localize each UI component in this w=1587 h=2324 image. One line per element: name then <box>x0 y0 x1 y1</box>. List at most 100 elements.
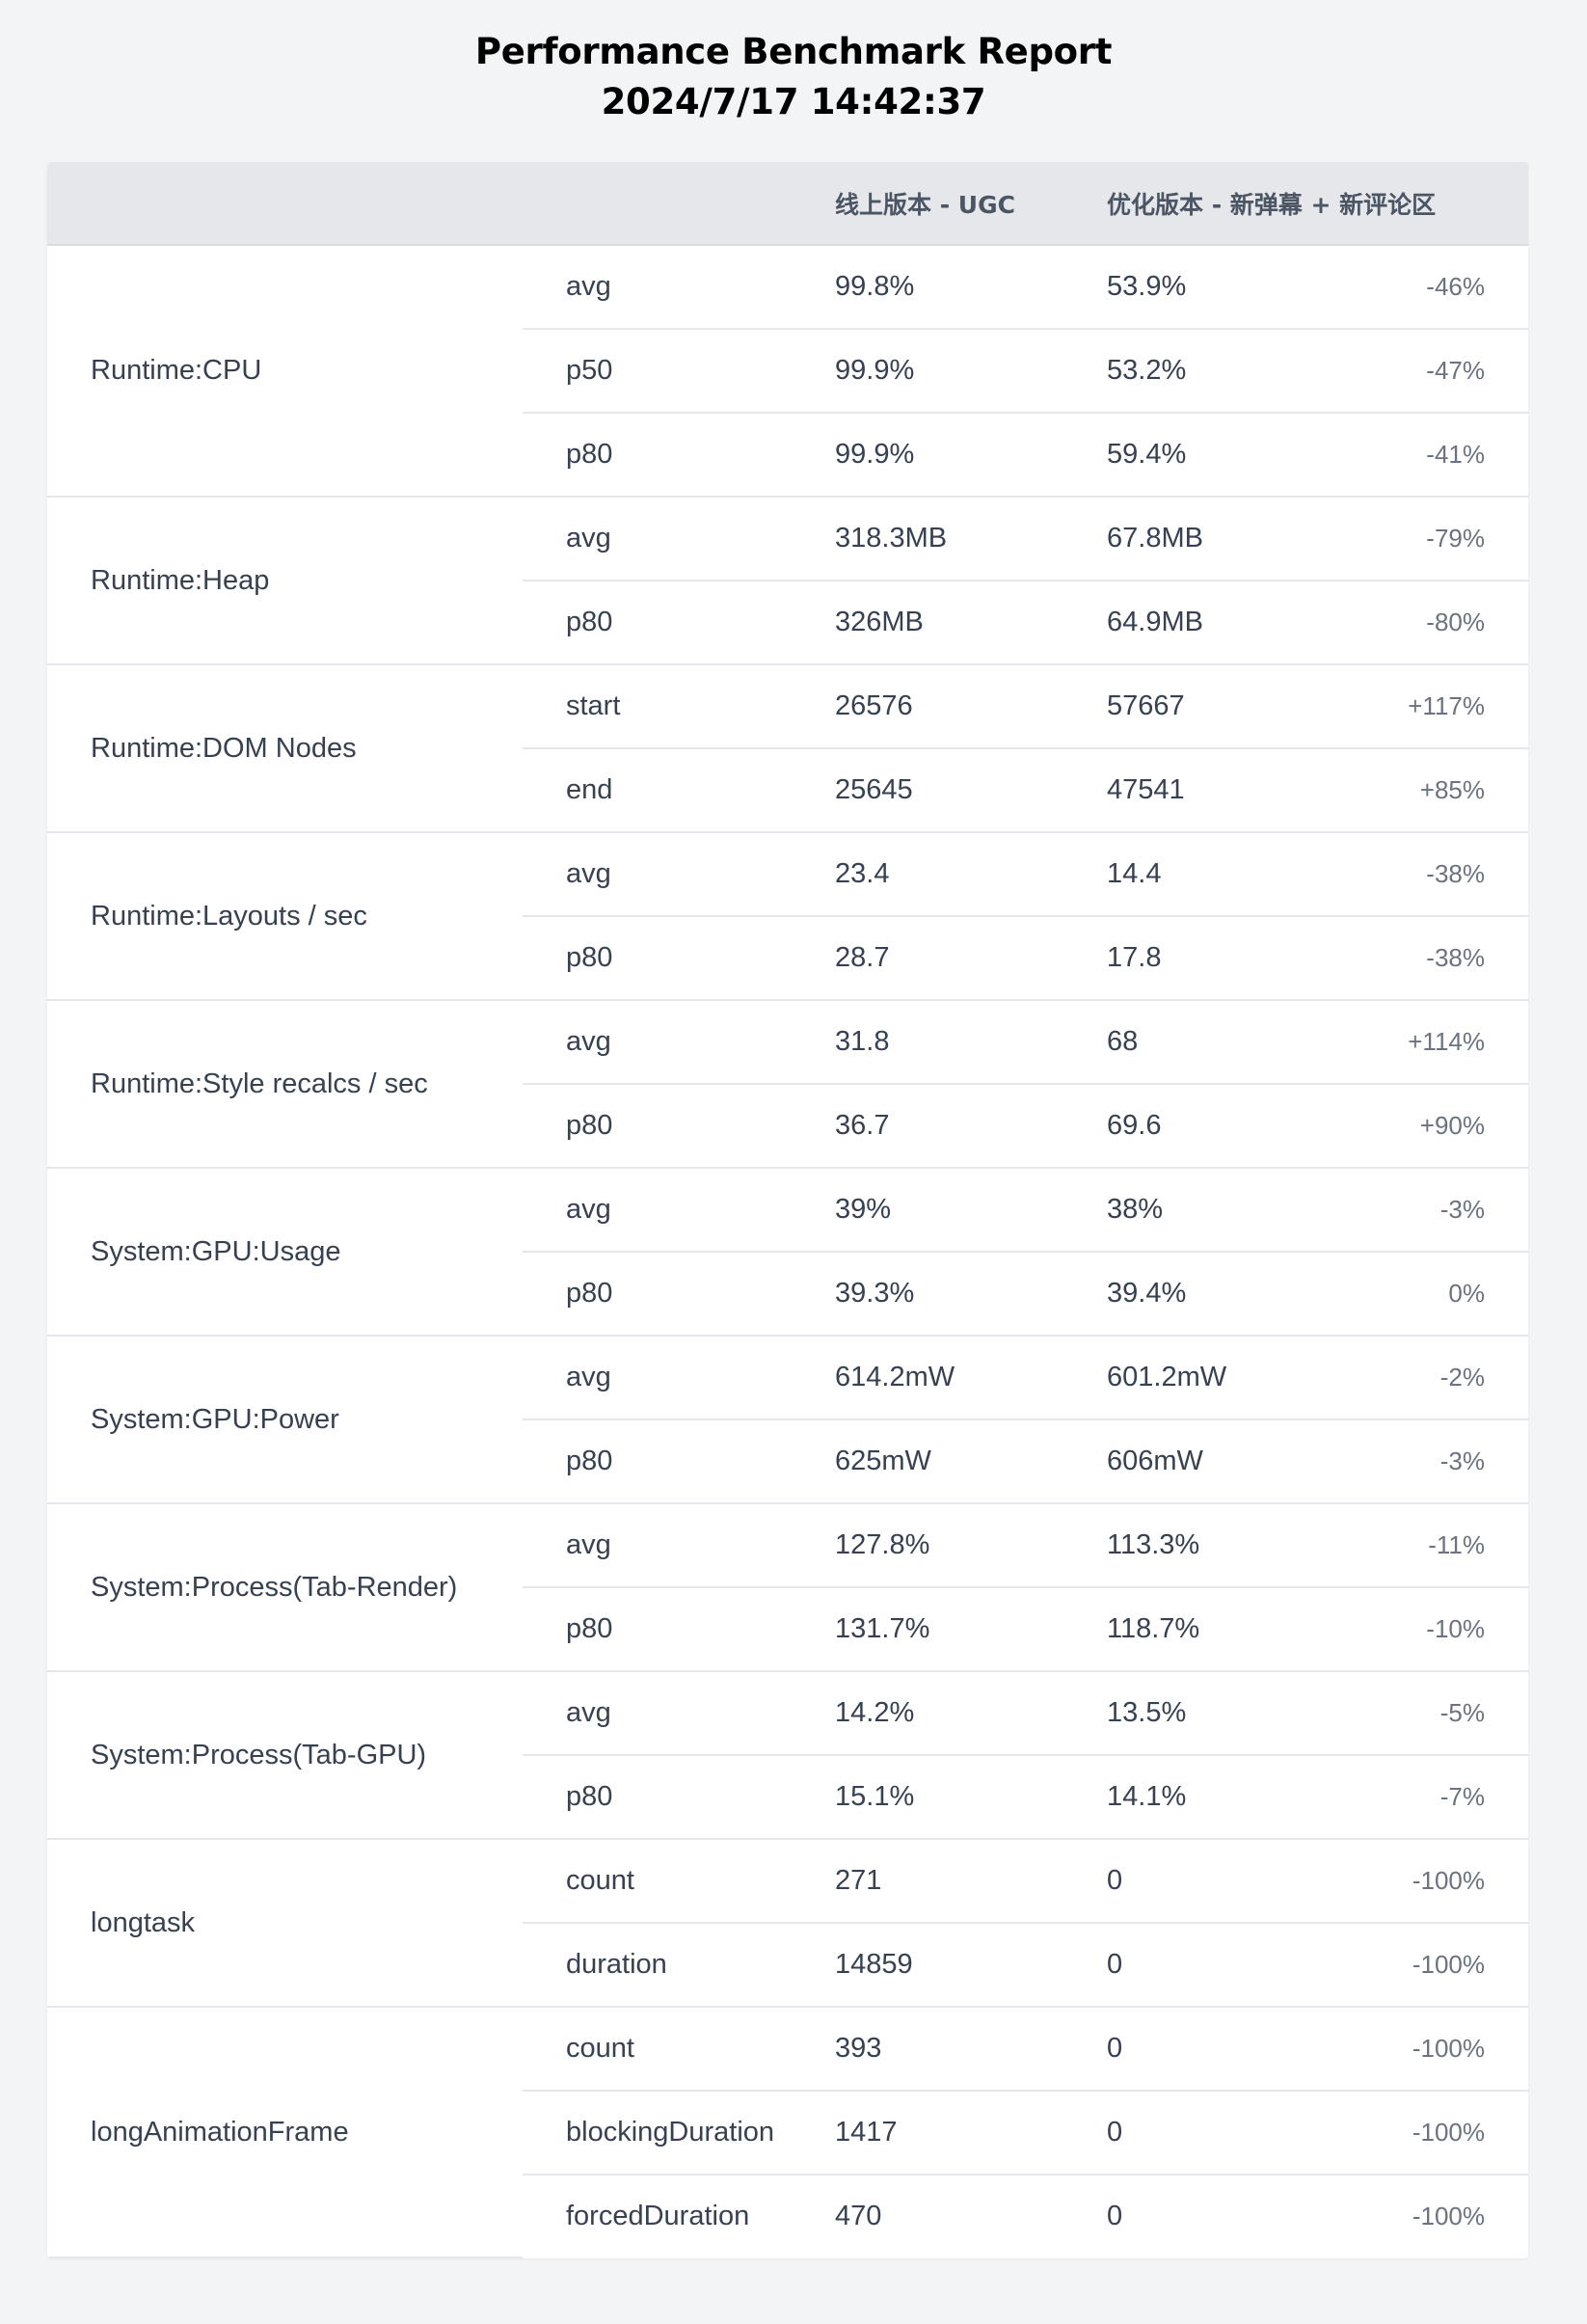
optimized-value-cell: 64.9MB -80% <box>1107 581 1528 665</box>
change-percent: -5% <box>1439 1698 1485 1727</box>
baseline-value-cell: 39.3% <box>835 1252 1107 1337</box>
baseline-value-cell: 271 <box>835 1839 1107 1924</box>
baseline-value-cell: 326MB <box>835 581 1107 665</box>
change-percent: +117% <box>1408 691 1485 720</box>
optimized-value-cell: 601.2mW -2% <box>1107 1336 1528 1420</box>
baseline-value-cell: 23.4 <box>835 832 1107 917</box>
optimized-value-cell: 0 -100% <box>1107 1839 1528 1924</box>
baseline-value-cell: 14859 <box>835 1923 1107 2008</box>
optimized-value-wrapper: 14.1% -7% <box>1107 1781 1528 1813</box>
table-row: forcedDuration 470 0 -100% <box>47 2175 1528 2257</box>
optimized-value-wrapper: 53.2% -47% <box>1107 355 1528 387</box>
metric-name-cell: longtask <box>47 1839 523 2008</box>
stat-name-cell: count <box>523 2007 835 2092</box>
table-row: p80 625mW 606mW -3% <box>47 1419 1528 1504</box>
optimized-value: 64.9MB <box>1107 607 1203 637</box>
table-row: Runtime:Style recalcs / sec avg 31.8 68 +114… <box>47 1000 1528 1169</box>
change-percent: +114% <box>1408 1027 1485 1056</box>
optimized-value: 17.8 <box>1107 942 1162 973</box>
table-row: blockingDuration 1417 0 -100% <box>47 2091 1528 2175</box>
optimized-value-cell: 14.1% -7% <box>1107 1755 1528 1840</box>
stat-name-cell: blockingDuration <box>523 2091 835 2175</box>
optimized-value-wrapper: 601.2mW -2% <box>1107 1362 1528 1393</box>
change-percent: -11% <box>1428 1530 1485 1559</box>
table-row: Runtime:Heap avg 318.3MB 67.8MB -79% <box>47 497 1528 665</box>
optimized-value-wrapper: 69.6 +90% <box>1107 1110 1528 1142</box>
stat-name-cell: count <box>523 1839 835 1924</box>
optimized-value: 59.4% <box>1107 439 1187 470</box>
optimized-value: 47541 <box>1107 774 1185 805</box>
optimized-value: 0 <box>1107 2033 1123 2064</box>
report-title: Performance Benchmark Report <box>474 31 1113 72</box>
change-percent: -7% <box>1439 1782 1485 1811</box>
optimized-value-cell: 17.8 -38% <box>1107 916 1528 1001</box>
optimized-value-wrapper: 59.4% -41% <box>1107 439 1528 471</box>
baseline-value-cell: 1417 <box>835 2091 1107 2175</box>
baseline-value-cell: 131.7% <box>835 1587 1107 1672</box>
optimized-value-cell: 118.7% -10% <box>1107 1587 1528 1672</box>
baseline-value-cell: 318.3MB <box>835 497 1107 581</box>
table-row: p50 99.9% 53.2% -47% <box>47 329 1528 414</box>
baseline-value-cell: 393 <box>835 2007 1107 2092</box>
report-timestamp: 2024/7/17 14:42:37 <box>601 81 986 122</box>
stat-name-cell: p80 <box>523 1252 835 1337</box>
baseline-value-cell: 99.9% <box>835 329 1107 414</box>
change-percent: -100% <box>1412 2202 1485 2230</box>
table-row: System:Process(Tab-Render) avg 127.8% 113.3… <box>47 1503 1528 1672</box>
stat-name-cell: avg <box>523 1168 835 1253</box>
change-percent: -100% <box>1412 2034 1485 2063</box>
optimized-value-wrapper: 39.4% 0% <box>1107 1278 1528 1310</box>
optimized-value-wrapper: 67.8MB -79% <box>1107 523 1528 554</box>
optimized-value-cell: 606mW -3% <box>1107 1419 1528 1504</box>
metric-name-cell: longAnimationFrame <box>47 2007 523 2258</box>
optimized-value-wrapper: 57667 +117% <box>1107 690 1528 722</box>
optimized-value-wrapper: 0 -100% <box>1107 2033 1528 2065</box>
optimized-value-wrapper: 0 -100% <box>1107 2117 1528 2148</box>
stat-name-cell: avg <box>523 1336 835 1420</box>
optimized-value-cell: 13.5% -5% <box>1107 1671 1528 1756</box>
stat-name-cell: p80 <box>523 1084 835 1169</box>
optimized-value: 53.2% <box>1107 355 1187 386</box>
stat-name-cell: end <box>523 748 835 833</box>
stat-name-cell: avg <box>523 1503 835 1588</box>
change-percent: -3% <box>1439 1446 1485 1475</box>
optimized-value-wrapper: 17.8 -38% <box>1107 942 1528 974</box>
baseline-value-cell: 625mW <box>835 1419 1107 1504</box>
optimized-value-wrapper: 113.3% -11% <box>1107 1529 1528 1561</box>
header-optimized-version: 优化版本 - 新弹幕 + 新评论区 <box>1107 162 1528 246</box>
baseline-value-cell: 470 <box>835 2201 882 2231</box>
change-percent: -41% <box>1426 440 1485 469</box>
optimized-value-wrapper: 53.9% -46% <box>1107 271 1528 303</box>
optimized-value: 14.1% <box>1107 1781 1187 1812</box>
baseline-value-cell: 99.8% <box>835 245 1107 330</box>
baseline-value-cell: 614.2mW <box>835 1336 1107 1420</box>
optimized-value-wrapper: 14.4 -38% <box>1107 858 1528 890</box>
optimized-value: 0 <box>1107 2201 1123 2231</box>
change-percent: -79% <box>1426 524 1485 553</box>
optimized-value-wrapper: 68 +114% <box>1107 1026 1528 1058</box>
change-percent: -3% <box>1439 1195 1485 1224</box>
optimized-value: 113.3% <box>1107 1529 1200 1560</box>
optimized-value: 0 <box>1107 1865 1123 1896</box>
optimized-value: 601.2mW <box>1107 1362 1227 1392</box>
change-percent: +90% <box>1419 1111 1485 1140</box>
stat-name-cell: p80 <box>523 413 835 498</box>
optimized-value: 0 <box>1107 1949 1123 1980</box>
change-percent: -47% <box>1426 356 1485 385</box>
metric-name-cell: Runtime:Heap <box>47 497 523 665</box>
table-row: Runtime:CPU avg 99.8% 53.9% -46% <box>47 245 1528 498</box>
table-header-row: 线上版本 - UGC 优化版本 - 新弹幕 + 新评论区 <box>47 162 1528 246</box>
table-row: p80 99.9% 59.4% -41% <box>47 413 1528 498</box>
change-percent: -2% <box>1439 1363 1485 1392</box>
table-row: Runtime:Layouts / sec avg 23.4 14.4 -38% <box>47 832 1528 1001</box>
benchmark-table: 线上版本 - UGC 优化版本 - 新弹幕 + 新评论区 Runtime:CPU… <box>47 162 1528 2258</box>
change-percent: -38% <box>1426 943 1485 972</box>
table-body: Runtime:CPU avg 99.8% 53.9% -46% p50 99.9% 53.2… <box>47 245 1528 2258</box>
stat-name-cell: p80 <box>523 1587 835 1672</box>
baseline-value-cell: 39% <box>835 1168 1107 1253</box>
optimized-value-wrapper: 47541 +85% <box>1107 774 1528 806</box>
baseline-value-cell: 26576 <box>835 664 1107 749</box>
optimized-value-wrapper: 118.7% -10% <box>1107 1613 1528 1645</box>
optimized-value-cell: 69.6 +90% <box>1107 1084 1528 1169</box>
optimized-value-cell: 0 -100% <box>1107 2007 1528 2092</box>
